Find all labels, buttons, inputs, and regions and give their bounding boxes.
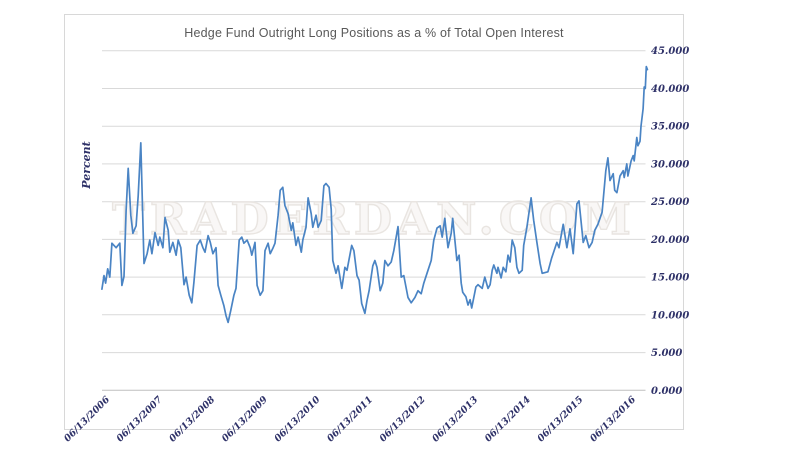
y-tick-label: 15.000 [651, 273, 689, 284]
y-axis-title: Percent [80, 141, 93, 190]
y-tick-label: 10.000 [651, 310, 689, 321]
chart-title: Hedge Fund Outright Long Positions as a … [184, 26, 564, 40]
data-line [101, 65, 649, 324]
y-tick-label: 0.000 [651, 386, 682, 397]
y-tick-label: 5.000 [651, 348, 682, 359]
y-tick-label: 20.000 [650, 235, 689, 246]
y-tick-label: 35.000 [651, 122, 689, 133]
y-tick-label: 25.000 [650, 197, 689, 208]
y-tick-label: 30.000 [651, 159, 689, 170]
y-tick-label: 45.000 [651, 46, 689, 57]
watermark: TRADERDAN.COM [111, 193, 636, 245]
y-tick-label: 40.000 [651, 84, 689, 95]
